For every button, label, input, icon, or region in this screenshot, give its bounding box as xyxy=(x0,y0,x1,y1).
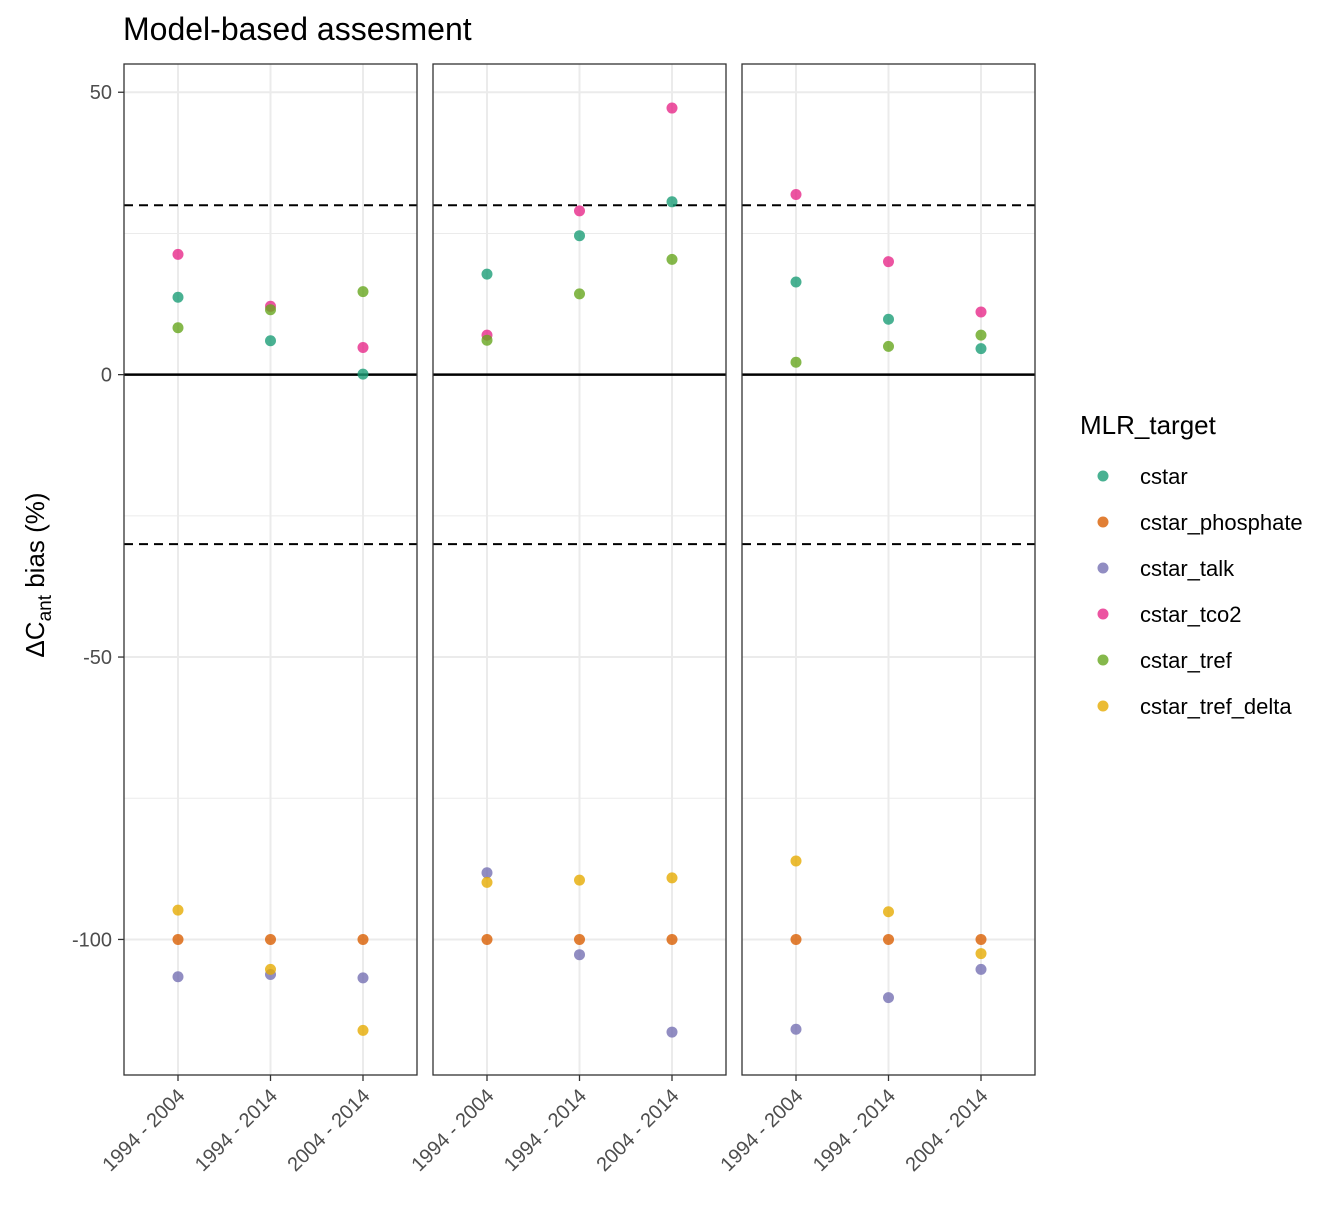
data-point-cstar_tref_delta xyxy=(265,963,276,975)
data-point-cstar_tref_delta xyxy=(883,906,894,918)
data-point-cstar_talk xyxy=(975,963,987,975)
data-point-cstar_tco2 xyxy=(357,342,369,354)
data-point-cstar_tref xyxy=(357,286,369,298)
x-tick-label: 2004 - 2014 xyxy=(901,1085,992,1176)
data-point-cstar xyxy=(790,276,802,288)
chart-title: Model-based assesment xyxy=(123,11,472,47)
data-point-cstar_phosphate xyxy=(481,933,493,945)
data-point-cstar_tref_delta xyxy=(172,904,184,916)
legend-label-cstar_talk: cstar_talk xyxy=(1140,556,1235,581)
y-axis-label: ΔCant bias (%) xyxy=(20,492,56,657)
data-point-cstar_phosphate xyxy=(883,933,894,945)
y-label-suffix: bias (%) xyxy=(20,492,50,595)
y-tick-label: 50 xyxy=(90,82,112,104)
data-point-cstar_tco2 xyxy=(172,248,184,260)
x-tick-label: 1994 - 2004 xyxy=(98,1085,189,1176)
data-point-cstar_tref_delta xyxy=(481,876,493,888)
data-point-cstar_phosphate xyxy=(790,933,802,945)
x-tick-label: 1994 - 2004 xyxy=(407,1085,498,1176)
data-point-cstar xyxy=(172,291,184,303)
data-point-cstar xyxy=(481,268,493,280)
legend-label-cstar: cstar xyxy=(1140,464,1188,489)
data-point-cstar_phosphate xyxy=(172,933,184,945)
panels: 1994 - 2004 1994 - 2014 2004 - 2014 1994 - … xyxy=(98,63,1036,1176)
data-point-cstar_tco2 xyxy=(883,256,894,268)
data-point-cstar_tco2 xyxy=(666,102,678,114)
y-axis: 50 0 -50 -100 xyxy=(72,82,124,951)
legend-title: MLR_target xyxy=(1080,410,1217,440)
data-point-cstar_talk xyxy=(481,867,493,879)
legend-key-cstar_tref xyxy=(1097,654,1109,666)
y-tick-label: -100 xyxy=(72,929,112,951)
data-point-cstar_tref xyxy=(265,304,276,316)
data-point-cstar_phosphate xyxy=(666,933,678,945)
y-tick-label: 0 xyxy=(101,365,112,387)
legend-key-cstar_tref_delta xyxy=(1097,700,1109,712)
data-point-cstar_tco2 xyxy=(790,188,802,200)
data-point-cstar_talk xyxy=(574,949,585,961)
data-point-cstar_talk xyxy=(172,971,184,983)
data-point-cstar xyxy=(975,343,987,355)
data-point-cstar_phosphate xyxy=(975,933,987,945)
data-point-cstar_tref_delta xyxy=(574,874,585,886)
legend-key-cstar_talk xyxy=(1097,562,1109,574)
data-point-cstar_phosphate xyxy=(265,933,276,945)
data-point-cstar_tref_delta xyxy=(975,948,987,960)
data-point-cstar_tref xyxy=(172,322,184,334)
data-point-cstar_phosphate xyxy=(357,933,369,945)
legend-key-cstar_phosphate xyxy=(1097,516,1109,528)
data-point-cstar_tref xyxy=(790,356,802,368)
data-point-cstar_tref_delta xyxy=(357,1024,369,1036)
data-point-cstar_tref xyxy=(481,334,493,346)
data-point-cstar xyxy=(357,368,369,380)
x-tick-label: 1994 - 2014 xyxy=(809,1085,900,1176)
legend-label-cstar_tco2: cstar_tco2 xyxy=(1140,602,1242,627)
data-point-cstar xyxy=(265,335,276,347)
data-point-cstar xyxy=(666,196,678,208)
x-tick-label: 2004 - 2014 xyxy=(592,1085,683,1176)
panel-1: 1994 - 2004 1994 - 2014 2004 - 2014 xyxy=(98,63,418,1176)
data-point-cstar_tref xyxy=(975,329,987,341)
data-point-cstar_talk xyxy=(790,1023,802,1035)
data-point-cstar_tref xyxy=(883,340,894,352)
data-point-cstar xyxy=(883,313,894,325)
legend-key-cstar_tco2 xyxy=(1097,608,1109,620)
legend-label-cstar_phosphate: cstar_phosphate xyxy=(1140,510,1303,535)
panel-3: 1994 - 2004 1994 - 2014 2004 - 2014 xyxy=(716,63,1036,1176)
legend-label-cstar_tref: cstar_tref xyxy=(1140,648,1233,673)
data-point-cstar xyxy=(574,230,585,242)
data-point-cstar_tref_delta xyxy=(666,872,678,884)
x-tick-label: 1994 - 2014 xyxy=(191,1085,282,1176)
legend-label-cstar_tref_delta: cstar_tref_delta xyxy=(1140,694,1292,719)
data-point-cstar_tref xyxy=(574,288,585,300)
y-label-subscript: ant xyxy=(35,594,56,621)
data-point-cstar_tref xyxy=(666,253,678,265)
legend-key-cstar xyxy=(1097,470,1109,482)
y-tick-label: -50 xyxy=(83,647,112,669)
data-point-cstar_talk xyxy=(883,992,894,1004)
data-point-cstar_phosphate xyxy=(574,933,585,945)
data-point-cstar_talk xyxy=(357,972,369,984)
y-label-prefix: ΔC xyxy=(20,621,50,657)
data-point-cstar_talk xyxy=(666,1026,678,1038)
data-point-cstar_tref_delta xyxy=(790,855,802,867)
x-tick-label: 1994 - 2004 xyxy=(716,1085,807,1176)
data-point-cstar_tco2 xyxy=(975,306,987,318)
x-tick-label: 1994 - 2014 xyxy=(500,1085,591,1176)
data-point-cstar_tco2 xyxy=(574,205,585,217)
x-tick-label: 2004 - 2014 xyxy=(283,1085,374,1176)
panel-2: 1994 - 2004 1994 - 2014 2004 - 2014 xyxy=(407,63,727,1176)
